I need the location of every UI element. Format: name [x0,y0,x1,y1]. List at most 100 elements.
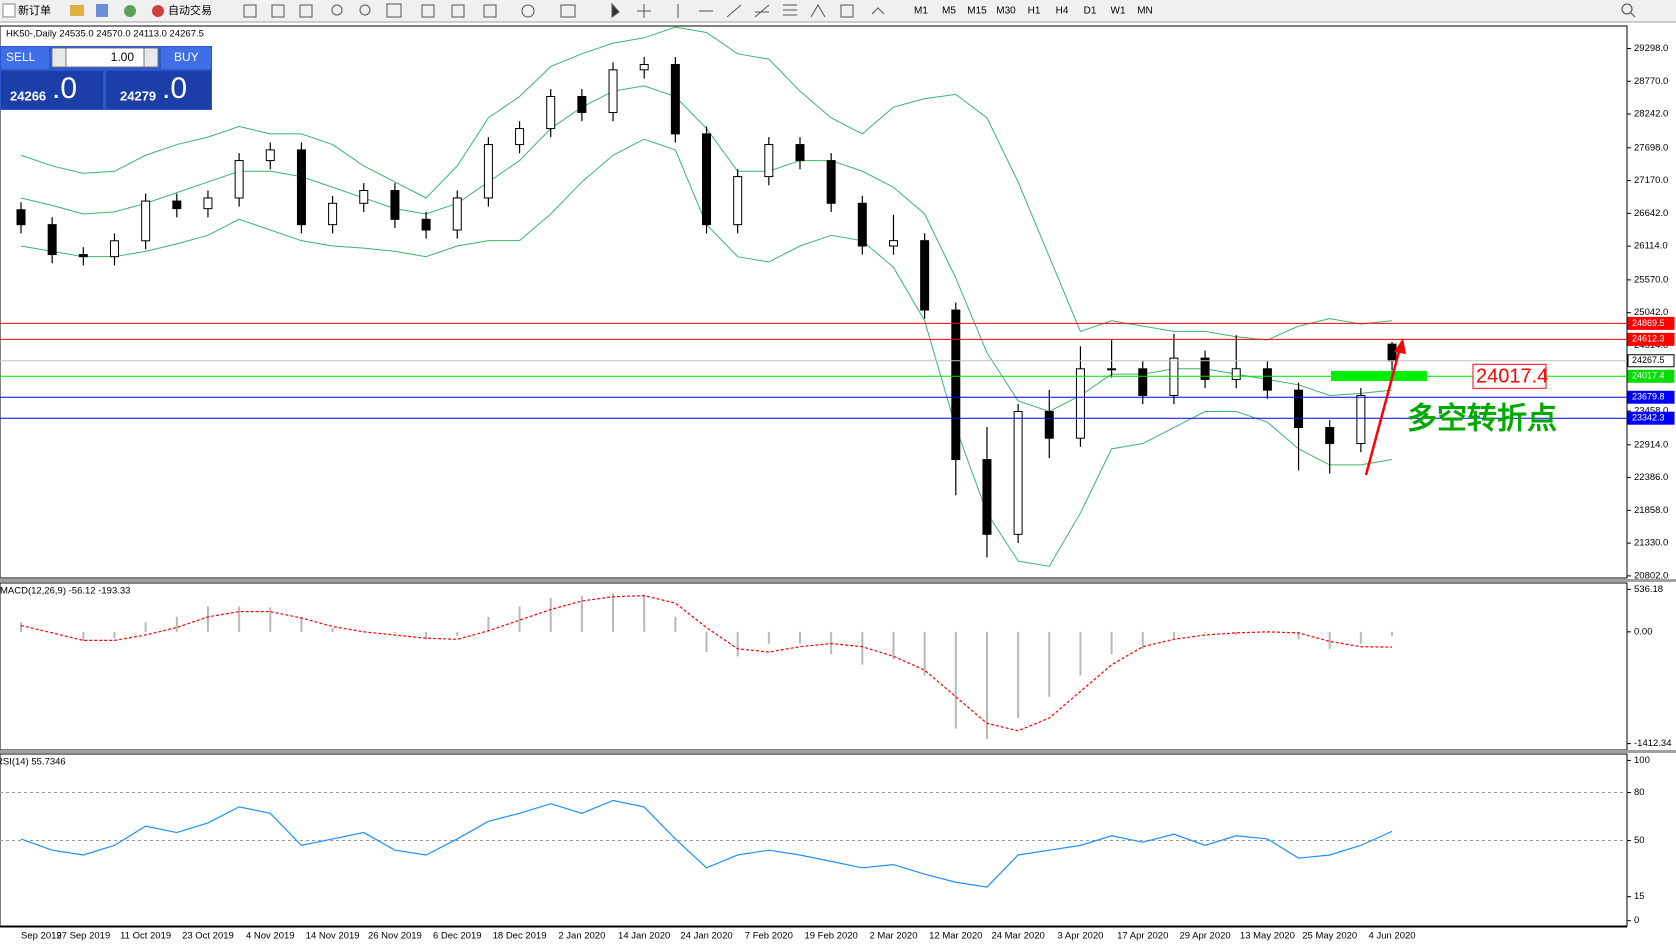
new-order-button[interactable]: 新订单 [18,3,51,17]
lot-up[interactable] [143,47,159,68]
price-level-label: 24267.5 [1632,355,1665,365]
icon[interactable] [271,4,285,18]
y-tick-label: 23458.0 [1634,406,1668,417]
sell-label[interactable]: SELL [6,50,36,64]
auto-trading-icon[interactable] [152,5,164,17]
timeframe-button[interactable]: M1 [914,6,928,17]
icon[interactable] [299,4,313,18]
search-icon[interactable] [1630,12,1636,18]
y-tick-label: 27698.0 [1634,142,1668,153]
candle-body [826,160,836,204]
panel-separator [0,579,1676,582]
timeframe-button[interactable]: M30 [996,6,1016,17]
icon[interactable] [243,4,257,18]
timeframe-button[interactable]: D1 [1084,6,1097,17]
y-tick-label: 15 [1634,891,1645,902]
price-level-label: 24869.5 [1632,318,1665,328]
buy-price-box[interactable] [106,71,211,109]
zoom-in[interactable] [331,4,343,16]
x-tick-label: 12 Mar 2020 [929,931,982,942]
x-tick-label: 29 Apr 2020 [1179,931,1230,942]
price-level-label: 23342.3 [1632,413,1665,423]
candle-body [733,176,743,226]
trendline-tool[interactable] [726,4,742,18]
icon[interactable] [521,4,535,18]
candle-body [328,202,338,226]
fibo-tool[interactable] [754,4,770,18]
x-tick-label: 13 May 2020 [1240,931,1295,942]
candle-body [141,200,151,242]
candle-body [577,96,587,114]
timeframe-button[interactable]: M5 [942,6,956,17]
plot-area: 29298.0 28770.0 28242.0 27698.0 27170.0 26642… [0,25,1676,942]
x-tick-label: 6 Dec 2019 [433,931,482,942]
level-callout: 24017.4 [1476,366,1548,388]
new-order-icon[interactable] [2,3,16,18]
candle-body [1138,368,1148,396]
buy-price-big[interactable]: .0 [162,72,187,105]
y-tick-label: 21330.0 [1634,538,1668,549]
search-icon[interactable] [1621,3,1633,15]
x-tick-label: 11 Oct 2019 [120,931,171,942]
icon[interactable] [96,4,108,17]
icon[interactable] [483,4,497,18]
x-tick-label: 24 Jan 2020 [680,931,732,942]
price-level-tag [1627,369,1675,383]
zoom-out[interactable] [359,4,371,16]
candle-body [639,63,649,71]
candle-body [1387,343,1397,362]
candle-body [203,197,213,210]
timeframe-button[interactable]: H4 [1056,6,1069,17]
icon[interactable] [421,4,435,18]
icon[interactable] [451,4,465,18]
candle-body [702,133,712,226]
candle-body [234,160,244,199]
auto-trading-button[interactable]: 自动交易 [168,3,212,17]
candle-body [1044,411,1054,439]
crosshair-tool[interactable] [637,4,651,18]
x-tick-label: 25 May 2020 [1302,931,1357,942]
timeframe-button[interactable]: MN [1137,6,1153,17]
icon[interactable] [124,5,136,17]
icon[interactable] [560,4,576,18]
timeframe-button[interactable]: W1 [1111,6,1126,17]
buy-label[interactable]: BUY [174,50,199,64]
x-tick-label: 7 Feb 2020 [745,931,793,942]
y-tick-label: 20802.0 [1634,570,1668,581]
timeframe-button[interactable]: M15 [967,6,987,17]
sell-button[interactable] [1,47,49,69]
x-tick-label: 4 Jun 2020 [1369,931,1416,942]
icon[interactable] [70,5,84,16]
support-zone [1331,371,1427,381]
channel-tool[interactable] [783,4,797,16]
candle-body [452,197,462,231]
candle-body [515,128,525,146]
price-level-label: 24017.4 [1632,371,1665,381]
candle-body [78,254,88,258]
x-tick-label: 3 Apr 2020 [1057,931,1103,942]
y-tick-label: 26642.0 [1634,208,1668,219]
buy-button[interactable] [161,47,211,69]
level-callout-box [1472,363,1547,389]
sell-price[interactable]: 24266 [10,88,46,103]
cursor-tool[interactable] [611,2,620,18]
candle-body [1231,368,1241,380]
sell-price-big[interactable]: .0 [52,72,77,105]
y-tick-label: 25042.0 [1634,307,1668,318]
icon[interactable] [386,3,402,18]
label-tool[interactable] [840,4,854,18]
candle-body [920,240,930,311]
x-tick-label: 2 Jan 2020 [558,931,605,942]
x-tick-label: 26 Nov 2019 [368,931,422,942]
lot-value[interactable]: 1.00 [111,50,135,64]
timeframe-button[interactable]: H1 [1028,6,1041,17]
lot-down[interactable] [51,47,67,68]
y-tick-label: -1412.34 [1634,738,1672,749]
lot-input[interactable] [51,47,159,68]
sell-price-box[interactable] [1,71,103,109]
buy-price[interactable]: 24279 [120,88,156,103]
candle-body [1356,394,1366,445]
arrow-tool[interactable] [871,7,885,15]
text-tool[interactable] [810,4,826,18]
